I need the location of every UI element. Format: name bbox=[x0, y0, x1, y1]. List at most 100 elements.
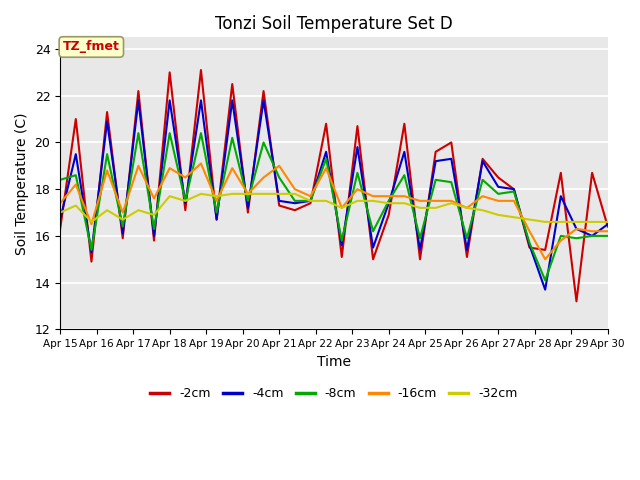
-4cm bbox=[119, 231, 127, 237]
-16cm bbox=[573, 226, 580, 232]
-8cm bbox=[244, 198, 252, 204]
-32cm bbox=[134, 207, 142, 213]
-4cm bbox=[244, 205, 252, 211]
-8cm bbox=[432, 177, 440, 183]
-16cm bbox=[244, 191, 252, 197]
-32cm bbox=[338, 205, 346, 211]
-8cm bbox=[401, 172, 408, 178]
-4cm bbox=[353, 144, 361, 150]
-4cm bbox=[573, 226, 580, 232]
-4cm bbox=[432, 158, 440, 164]
-32cm bbox=[88, 219, 95, 225]
-32cm bbox=[291, 191, 299, 197]
-16cm bbox=[338, 205, 346, 211]
-8cm bbox=[494, 191, 502, 197]
-4cm bbox=[166, 97, 173, 103]
-4cm bbox=[275, 198, 283, 204]
-2cm bbox=[88, 259, 95, 264]
-8cm bbox=[416, 235, 424, 241]
-8cm bbox=[212, 210, 220, 216]
-8cm bbox=[604, 233, 612, 239]
-16cm bbox=[323, 165, 330, 171]
-4cm bbox=[557, 193, 564, 199]
-8cm bbox=[447, 180, 455, 185]
-32cm bbox=[119, 216, 127, 222]
-4cm bbox=[494, 184, 502, 190]
Y-axis label: Soil Temperature (C): Soil Temperature (C) bbox=[15, 112, 29, 254]
-32cm bbox=[479, 207, 486, 213]
-16cm bbox=[447, 198, 455, 204]
-32cm bbox=[401, 200, 408, 206]
-8cm bbox=[369, 228, 377, 234]
-4cm bbox=[323, 149, 330, 155]
-2cm bbox=[212, 216, 220, 222]
-4cm bbox=[134, 97, 142, 103]
Line: -32cm: -32cm bbox=[60, 194, 608, 222]
-32cm bbox=[260, 191, 268, 197]
-2cm bbox=[134, 88, 142, 94]
-2cm bbox=[244, 210, 252, 216]
-2cm bbox=[401, 121, 408, 127]
-2cm bbox=[541, 247, 549, 253]
-2cm bbox=[323, 121, 330, 127]
-32cm bbox=[228, 191, 236, 197]
-2cm bbox=[119, 235, 127, 241]
-8cm bbox=[56, 177, 64, 183]
-8cm bbox=[119, 224, 127, 229]
-32cm bbox=[307, 198, 314, 204]
-8cm bbox=[182, 198, 189, 204]
-4cm bbox=[291, 200, 299, 206]
-32cm bbox=[463, 205, 471, 211]
-16cm bbox=[182, 175, 189, 180]
-2cm bbox=[353, 123, 361, 129]
-16cm bbox=[228, 165, 236, 171]
-4cm bbox=[72, 151, 79, 157]
-8cm bbox=[525, 240, 533, 246]
-2cm bbox=[182, 207, 189, 213]
-16cm bbox=[197, 161, 205, 167]
-2cm bbox=[150, 238, 158, 243]
Line: -8cm: -8cm bbox=[60, 133, 608, 280]
-16cm bbox=[604, 228, 612, 234]
-32cm bbox=[369, 198, 377, 204]
X-axis label: Time: Time bbox=[317, 355, 351, 369]
-32cm bbox=[588, 219, 596, 225]
-2cm bbox=[557, 170, 564, 176]
Legend: -2cm, -4cm, -8cm, -16cm, -32cm: -2cm, -4cm, -8cm, -16cm, -32cm bbox=[145, 382, 522, 405]
-32cm bbox=[212, 193, 220, 199]
-32cm bbox=[416, 205, 424, 211]
-2cm bbox=[416, 256, 424, 262]
-32cm bbox=[150, 212, 158, 218]
-2cm bbox=[432, 149, 440, 155]
-4cm bbox=[103, 119, 111, 124]
-4cm bbox=[197, 97, 205, 103]
-32cm bbox=[432, 205, 440, 211]
-4cm bbox=[150, 233, 158, 239]
-4cm bbox=[228, 97, 236, 103]
-32cm bbox=[447, 200, 455, 206]
-8cm bbox=[510, 189, 518, 194]
-4cm bbox=[588, 233, 596, 239]
-4cm bbox=[338, 242, 346, 248]
-8cm bbox=[588, 233, 596, 239]
-4cm bbox=[447, 156, 455, 162]
-2cm bbox=[72, 116, 79, 122]
-8cm bbox=[88, 247, 95, 253]
-32cm bbox=[56, 210, 64, 216]
-16cm bbox=[212, 198, 220, 204]
-32cm bbox=[244, 191, 252, 197]
-16cm bbox=[88, 221, 95, 227]
-4cm bbox=[510, 186, 518, 192]
-16cm bbox=[103, 168, 111, 173]
-16cm bbox=[557, 238, 564, 243]
-32cm bbox=[275, 191, 283, 197]
-8cm bbox=[557, 233, 564, 239]
-4cm bbox=[88, 250, 95, 255]
-2cm bbox=[197, 67, 205, 73]
-2cm bbox=[307, 200, 314, 206]
-32cm bbox=[573, 219, 580, 225]
-2cm bbox=[447, 140, 455, 145]
-2cm bbox=[291, 207, 299, 213]
-32cm bbox=[604, 219, 612, 225]
-2cm bbox=[463, 254, 471, 260]
